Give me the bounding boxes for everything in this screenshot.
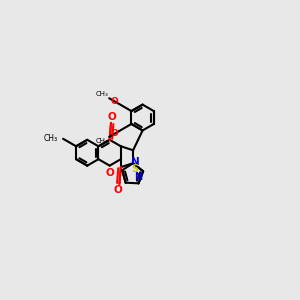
- Text: O: O: [114, 185, 122, 195]
- Text: O: O: [110, 97, 118, 106]
- Text: CH₃: CH₃: [44, 134, 58, 143]
- Text: O: O: [105, 168, 114, 178]
- Text: S: S: [131, 164, 138, 174]
- Text: O: O: [108, 112, 117, 122]
- Text: N: N: [131, 157, 140, 167]
- Text: O: O: [110, 129, 118, 138]
- Text: N: N: [134, 172, 142, 182]
- Text: CH₃: CH₃: [95, 138, 108, 144]
- Text: CH₃: CH₃: [95, 91, 108, 97]
